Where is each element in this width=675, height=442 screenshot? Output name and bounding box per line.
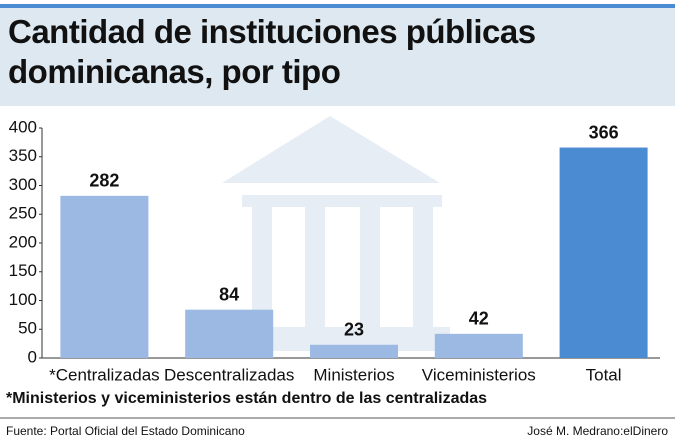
y-tick-label: 150 [9, 261, 37, 280]
bar [185, 309, 274, 358]
x-tick-label: Viceministerios [422, 365, 536, 384]
x-tick-label: Descentralizadas [164, 365, 294, 384]
title-box: Cantidad de instituciones públicas domin… [8, 13, 536, 90]
y-tick-label: 250 [9, 204, 37, 223]
value-label: 366 [589, 122, 619, 142]
bar [434, 333, 523, 358]
y-tick-label: 350 [9, 146, 37, 165]
x-tick-label: *Centralizadas [49, 365, 160, 384]
chart-title: Cantidad de instituciones públicas domin… [8, 13, 536, 90]
bar [60, 195, 149, 358]
y-tick-label: 100 [9, 290, 37, 309]
y-tick-label: 50 [18, 319, 37, 338]
y-tick-label: 200 [9, 232, 37, 251]
value-label: 23 [344, 320, 364, 340]
x-tick-label: Total [586, 365, 622, 384]
note: *Ministerios y viceministerios están den… [6, 390, 487, 407]
y-tick-label: 300 [9, 175, 37, 194]
credit: José M. Medrano:elDinero [527, 424, 668, 438]
source: Fuente: Portal Oficial del Estado Domini… [6, 424, 245, 438]
top-rule [0, 4, 675, 8]
value-label: 84 [219, 284, 239, 304]
header-band [0, 8, 675, 106]
value-label: 42 [469, 309, 489, 329]
x-tick-label: Ministerios [313, 365, 394, 384]
building-icon [222, 116, 460, 351]
value-label: 282 [89, 171, 119, 191]
bar [559, 147, 648, 358]
bar [310, 344, 398, 358]
y-tick-label: 400 [9, 117, 37, 136]
y-tick-label: 0 [28, 347, 37, 366]
